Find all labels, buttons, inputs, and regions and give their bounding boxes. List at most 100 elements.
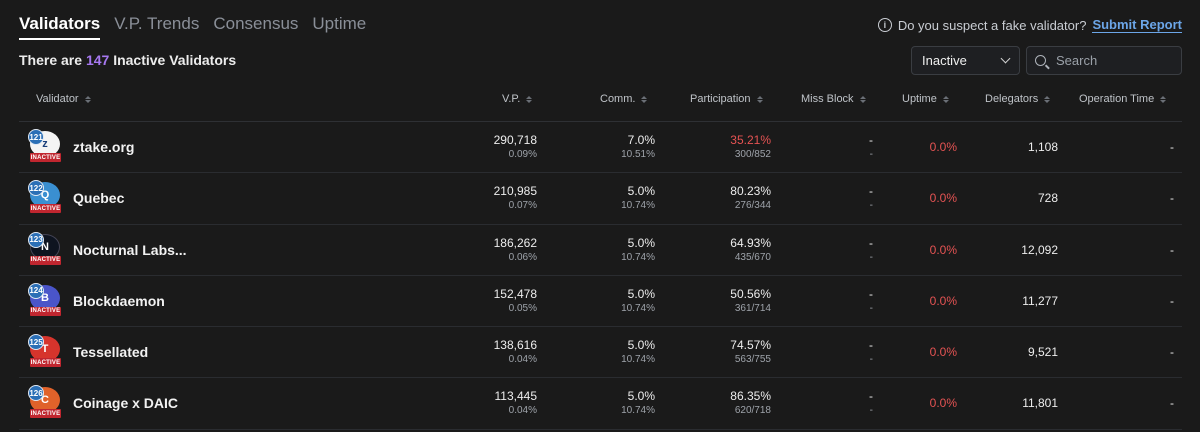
sort-icon xyxy=(1044,95,1051,103)
col-delegators-label: Delegators xyxy=(985,93,1039,105)
fake-validator-report: i Do you suspect a fake validator? Submi… xyxy=(877,17,1182,33)
col-operation-time-label: Operation Time xyxy=(1079,93,1155,105)
uptime-value: 0.0% xyxy=(929,345,957,360)
validator-name[interactable]: ztake.org xyxy=(73,139,135,155)
delegators-value: 728 xyxy=(1037,191,1058,206)
participation-count: 620/718 xyxy=(734,405,771,417)
table-row[interactable]: B 124 INACTIVE Blockdaemon 152,478 0.05% … xyxy=(19,276,1182,328)
delegators-value: 11,277 xyxy=(1022,293,1058,308)
col-validator[interactable]: Validator xyxy=(36,93,91,105)
validator-name[interactable]: Coinage x DAIC xyxy=(73,395,179,412)
validator-avatar: N 123 INACTIVE xyxy=(28,231,62,270)
validator-avatar: T 125 INACTIVE xyxy=(28,334,62,372)
participation-value: 64.93% xyxy=(730,235,771,250)
tab-validators[interactable]: Validators xyxy=(19,14,101,40)
delegators-value: 11,801 xyxy=(1022,396,1058,411)
commission-value: 5.0% xyxy=(627,286,655,301)
miss-block-value: - xyxy=(869,235,873,250)
commission-value: 5.0% xyxy=(627,235,655,250)
vp-percent: 0.09% xyxy=(508,149,537,160)
search-box xyxy=(1026,46,1182,75)
vp-percent: 0.07% xyxy=(508,200,537,212)
validator-name[interactable]: Quebec xyxy=(73,190,125,207)
rank-badge: 125 xyxy=(28,334,44,351)
vp-percent: 0.04% xyxy=(508,405,537,417)
validator-name[interactable]: Nocturnal Labs... xyxy=(73,241,187,258)
rank-badge: 126 xyxy=(28,385,44,402)
delegators-value: 9,521 xyxy=(1027,345,1058,360)
commission-value: 5.0% xyxy=(627,338,655,353)
submit-report-link[interactable]: Submit Report xyxy=(1092,17,1182,33)
validator-name[interactable]: Tessellated xyxy=(73,344,149,361)
rank-badge: 124 xyxy=(28,282,44,299)
col-comm[interactable]: Comm. xyxy=(600,93,648,105)
table-row[interactable]: T 125 INACTIVE Tessellated 138,616 0.04% … xyxy=(19,327,1182,379)
sort-icon xyxy=(859,95,866,103)
inactive-badge: INACTIVE xyxy=(30,409,61,419)
participation-value: 50.56% xyxy=(730,286,771,301)
validator-name[interactable]: Blockdaemon xyxy=(73,292,165,309)
validator-avatar: Q 122 INACTIVE xyxy=(28,180,62,218)
search-input[interactable] xyxy=(1056,53,1176,68)
col-uptime-label: Uptime xyxy=(902,93,937,105)
table-row[interactable]: N 123 INACTIVE Nocturnal Labs... 186,262… xyxy=(19,225,1182,276)
participation-count: 300/852 xyxy=(734,149,771,160)
miss-block-value: - xyxy=(869,389,873,404)
miss-block-value: - xyxy=(869,133,873,147)
miss-block-value: - xyxy=(869,184,873,199)
tab-consensus[interactable]: Consensus xyxy=(213,14,299,33)
vp-percent: 0.04% xyxy=(508,354,537,366)
sort-icon xyxy=(526,95,533,103)
rank-badge: 121 xyxy=(28,129,44,145)
validator-avatar: z 121 INACTIVE xyxy=(28,129,62,167)
miss-block-sub: - xyxy=(869,405,873,417)
uptime-value: 0.0% xyxy=(929,293,957,308)
uptime-value: 0.0% xyxy=(929,242,957,257)
summary-suffix: Inactive Validators xyxy=(113,52,237,68)
table-row[interactable]: z 121 INACTIVE ztake.org 290,718 0.09% 7.… xyxy=(19,122,1182,174)
vp-value: 186,262 xyxy=(493,235,537,250)
operation-time-value: - xyxy=(1170,293,1174,308)
col-vp[interactable]: V.P. xyxy=(502,93,533,105)
vp-value: 210,985 xyxy=(493,184,537,199)
vp-value: 138,616 xyxy=(493,338,537,353)
delegators-value: 12,092 xyxy=(1021,242,1058,257)
commission-value: 5.0% xyxy=(627,184,655,199)
operation-time-value: - xyxy=(1170,191,1174,206)
col-operation-time[interactable]: Operation Time xyxy=(1079,93,1167,105)
uptime-value: 0.0% xyxy=(929,140,957,154)
sort-icon xyxy=(942,95,949,103)
tab-uptime[interactable]: Uptime xyxy=(312,14,367,33)
col-vp-label: V.P. xyxy=(502,93,521,105)
sort-icon xyxy=(641,95,648,103)
validator-table-body: z 121 INACTIVE ztake.org 290,718 0.09% 7.… xyxy=(19,122,1182,430)
col-participation[interactable]: Participation xyxy=(690,93,763,105)
col-miss-block[interactable]: Miss Block xyxy=(801,93,866,105)
miss-block-sub: - xyxy=(869,200,873,212)
commission-sub: 10.51% xyxy=(621,149,655,160)
commission-sub: 10.74% xyxy=(621,251,655,263)
col-comm-label: Comm. xyxy=(600,93,636,105)
table-row[interactable]: Q 122 INACTIVE Quebec 210,985 0.07% 5.0% 1… xyxy=(19,173,1182,225)
inactive-badge: INACTIVE xyxy=(30,204,61,214)
table-row[interactable]: C 126 INACTIVE Coinage x DAIC 113,445 0.0… xyxy=(19,378,1182,430)
inactive-badge: INACTIVE xyxy=(30,358,61,368)
tab-vp-trends[interactable]: V.P. Trends xyxy=(114,14,200,33)
vp-value: 113,445 xyxy=(494,389,538,404)
miss-block-value: - xyxy=(869,286,873,301)
col-uptime[interactable]: Uptime xyxy=(902,93,949,105)
miss-block-sub: - xyxy=(869,251,873,263)
tab-bar: Validators V.P. Trends Consensus Uptime xyxy=(19,14,380,40)
participation-value: 80.23% xyxy=(730,184,771,199)
sort-icon xyxy=(756,95,763,103)
miss-block-sub: - xyxy=(869,302,873,314)
miss-block-value: - xyxy=(869,338,873,353)
col-delegators[interactable]: Delegators xyxy=(985,93,1051,105)
delegators-value: 1,108 xyxy=(1027,140,1058,154)
col-validator-label: Validator xyxy=(36,93,79,105)
commission-sub: 10.74% xyxy=(621,302,655,314)
operation-time-value: - xyxy=(1170,396,1174,411)
col-participation-label: Participation xyxy=(690,93,751,105)
operation-time-value: - xyxy=(1170,345,1174,360)
status-select[interactable]: Inactive xyxy=(911,46,1020,75)
